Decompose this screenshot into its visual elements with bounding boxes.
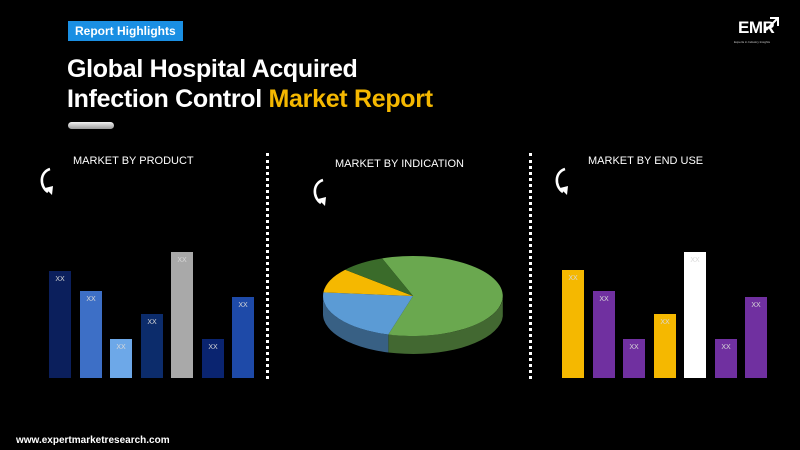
footer-url: www.expertmarketresearch.com <box>16 435 170 446</box>
product-bar-label: XX <box>116 344 126 351</box>
pie-slice-side <box>388 298 503 354</box>
curved-arrow-icon <box>313 178 326 206</box>
curved-arrow-icon <box>40 167 53 195</box>
enduse-bar <box>654 314 676 378</box>
title-accent: Market Report <box>268 85 434 113</box>
product-bar-label: XX <box>177 257 187 264</box>
page-title: Global Hospital Acquired Infection Contr… <box>67 54 433 114</box>
title-line-1: Global Hospital Acquired <box>67 55 358 83</box>
title-plain: Infection Control <box>67 85 269 113</box>
section-divider <box>529 153 532 379</box>
enduse-bar-label: XX <box>690 257 700 264</box>
product-bar <box>49 271 71 378</box>
section-divider <box>266 153 269 379</box>
enduse-chart-title: MARKET BY END USE <box>588 155 704 167</box>
emr-logo <box>765 17 779 31</box>
title-line-2: Infection Control Market Report <box>67 84 433 114</box>
enduse-bar <box>593 291 615 378</box>
enduse-bar-label: XX <box>751 302 761 309</box>
indication-pie-chart <box>323 256 503 354</box>
product-bar-label: XX <box>208 344 218 351</box>
enduse-bar-label: XX <box>629 344 639 351</box>
enduse-bar <box>623 339 645 378</box>
logo-tagline: Experts in Industry Insights <box>734 40 771 44</box>
pie-slice-side <box>323 296 389 353</box>
product-bar-label: XX <box>238 302 248 309</box>
product-bar-label: XX <box>55 276 65 283</box>
enduse-bar <box>684 252 706 378</box>
product-bar <box>80 291 102 378</box>
title-underline <box>68 122 114 129</box>
indication-chart-title: MARKET BY INDICATION <box>335 158 464 170</box>
product-bar <box>232 297 254 378</box>
product-bar <box>202 339 224 378</box>
enduse-bar <box>715 339 737 378</box>
pie-slice <box>382 256 503 337</box>
enduse-bar-label: XX <box>568 275 578 282</box>
enduse-bar-label: XX <box>721 344 731 351</box>
product-bar <box>110 339 132 378</box>
enduse-bar-label: XX <box>660 319 670 326</box>
enduse-bar <box>562 270 584 378</box>
pie-slice <box>323 269 413 296</box>
product-bar-label: XX <box>86 296 96 303</box>
product-bar-label: XX <box>147 319 157 326</box>
pie-slice <box>323 292 413 335</box>
product-bar <box>141 314 163 378</box>
product-bar <box>171 252 193 378</box>
curved-arrow-icon <box>555 167 568 195</box>
product-chart-title: MARKET BY PRODUCT <box>73 155 194 167</box>
logo-text: EMR <box>738 18 775 37</box>
enduse-bar <box>745 297 767 378</box>
report-highlights-badge: Report Highlights <box>68 21 183 41</box>
pie-slice <box>345 258 413 296</box>
enduse-bar-label: XX <box>599 296 609 303</box>
